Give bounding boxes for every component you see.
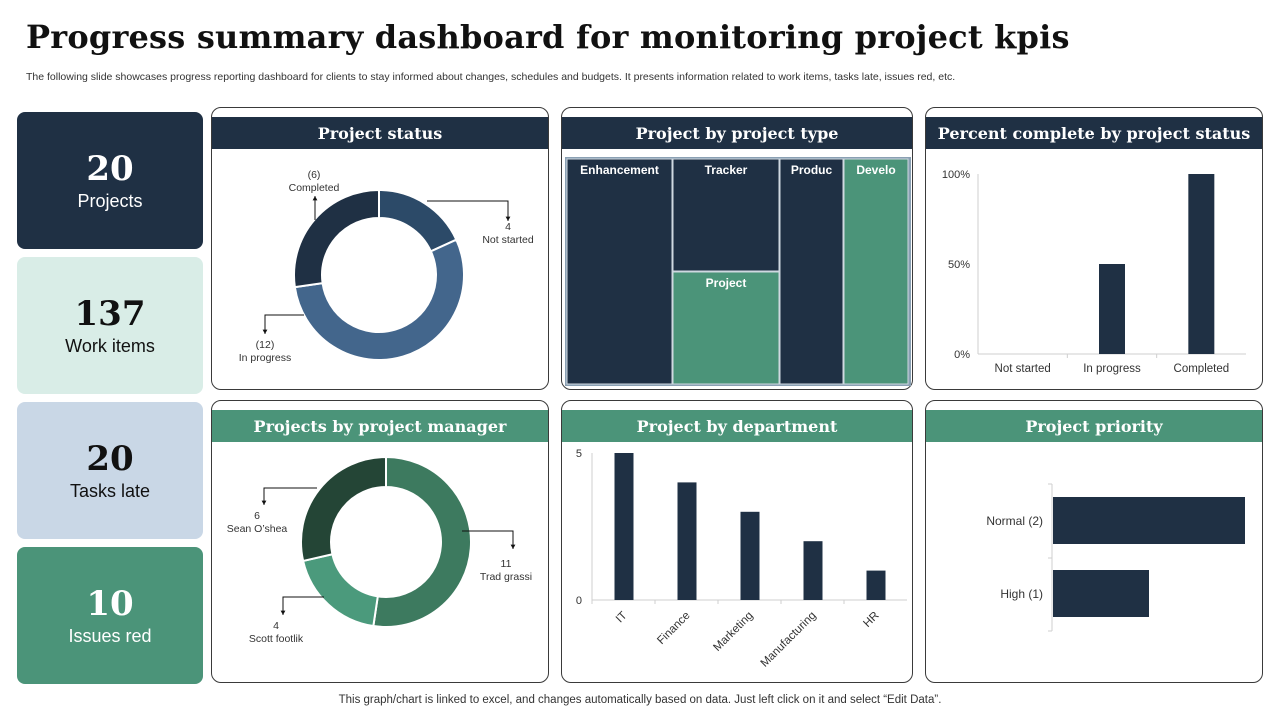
kpi-label: Tasks late <box>69 481 151 501</box>
project-status-panel: Project status (6) Completed 4 Not started(… <box>211 107 549 390</box>
y-tick-label: Normal (2) <box>986 514 1043 528</box>
kpi-projects: 20 Projects <box>17 112 203 249</box>
kpi-tasks-late: 20 Tasks late <box>17 402 203 539</box>
x-tick-label: IT <box>614 610 630 626</box>
treemap-label-2: Project <box>706 276 747 290</box>
bar-3 <box>803 541 823 600</box>
y-tick-label: 50% <box>948 259 970 271</box>
treemap-label-1: Tracker <box>705 163 748 177</box>
scott-label: Scott footlik <box>249 633 304 645</box>
donut-slice-1 <box>301 553 379 628</box>
in-progress-count: (12) <box>256 339 275 351</box>
donut-slice-0 <box>378 188 458 253</box>
y-tick-label: 0% <box>954 349 970 361</box>
kpi-value: 20 <box>86 439 134 479</box>
bar-0 <box>614 453 634 600</box>
sean-label: Sean O’shea <box>227 523 288 535</box>
donut-slice-2 <box>300 455 387 563</box>
kpi-issues-red: 10 Issues red <box>17 547 203 684</box>
donut-slice-2 <box>293 188 380 289</box>
project-type-chart: Enhancement Tracker Project Produc Develo <box>565 157 911 386</box>
x-tick-label: In progress <box>1083 363 1141 375</box>
bar-2 <box>740 511 760 600</box>
completed-leader-head <box>312 196 318 201</box>
x-tick-label: Finance <box>655 610 692 647</box>
treemap-tile-3 <box>779 158 844 385</box>
treemap-label-4: Develo <box>856 163 895 177</box>
kpi-label: Issues red <box>68 626 152 646</box>
bar-1 <box>1099 264 1125 354</box>
donut-slice-0 <box>372 455 472 628</box>
in-progress-label: In progress <box>239 352 292 364</box>
treemap-tile-1 <box>672 158 780 272</box>
project-type-panel: Project by project type Enhancement Track… <box>561 107 913 390</box>
y-tick-label: 0 <box>576 595 582 607</box>
x-tick-label: Not started <box>995 363 1051 375</box>
percent-complete-chart: 0% 50% 100% Not started In progress Completed <box>942 169 1246 375</box>
not-started-leader <box>427 200 509 221</box>
panel-title: Projects by project manager <box>212 410 548 442</box>
priority-panel: Project priority Normal (2) High (1) <box>925 400 1263 683</box>
treemap-tile-0 <box>566 158 673 385</box>
completed-count: (6) <box>308 169 321 181</box>
in-progress-leader-head <box>262 329 268 334</box>
y-tick-label: 100% <box>942 169 970 181</box>
trad-leader <box>462 530 514 549</box>
percent-complete-panel: Percent complete by project status 0% 50%… <box>925 107 1263 390</box>
kpi-label: Projects <box>77 191 143 211</box>
panel-title: Project status <box>212 117 548 149</box>
bar-4 <box>866 570 886 600</box>
y-tick-label: 5 <box>576 448 582 460</box>
panel-title: Project by department <box>562 410 912 442</box>
not-started-leader-head <box>505 216 511 221</box>
kpi-value: 10 <box>86 584 134 624</box>
trad-leader-head <box>510 544 516 549</box>
trad-label: Trad grassi <box>480 571 532 583</box>
x-tick-label: Marketing <box>711 610 755 654</box>
kpi-value: 137 <box>74 294 146 334</box>
bar-1 <box>677 482 697 600</box>
panel-title: Project by project type <box>562 117 912 149</box>
not-started-label: Not started <box>482 234 534 246</box>
panel-title: Percent complete by project status <box>926 117 1262 149</box>
completed-label: Completed <box>289 182 340 194</box>
sean-leader <box>263 487 317 505</box>
project-manager-panel: Projects by project manager 6 Sean O’shea… <box>211 400 549 683</box>
department-panel: Project by department 0 5 IT Finance Marketi… <box>561 400 913 683</box>
treemap-tile-2 <box>672 271 780 385</box>
treemap-label-0: Enhancement <box>580 163 659 177</box>
x-tick-label: Completed <box>1174 363 1230 375</box>
treemap-label-3: Produc <box>791 163 833 177</box>
kpi-value: 20 <box>86 149 134 189</box>
bar-1 <box>1053 570 1149 617</box>
scott-leader <box>282 596 324 615</box>
donut-slice-1 <box>293 238 465 361</box>
kpi-work-items: 137 Work items <box>17 257 203 394</box>
scott-count: 4 <box>273 620 279 632</box>
treemap-tile-4 <box>843 158 909 385</box>
footer-note: This graph/chart is linked to excel, and… <box>338 694 942 706</box>
in-progress-leader <box>264 314 304 334</box>
kpi-label: Work items <box>65 336 155 356</box>
bar-0 <box>1053 497 1245 544</box>
page-title: Progress summary dashboard for monitorin… <box>26 18 1070 56</box>
page-subtitle: The following slide showcases progress r… <box>26 71 956 83</box>
bar-2 <box>1188 174 1215 354</box>
panel-title: Project priority <box>926 410 1262 442</box>
sean-count: 6 <box>254 510 260 522</box>
x-tick-label: Manufacturing <box>759 610 819 670</box>
department-chart: 0 5 IT Finance Marketing Manufacturing HR <box>576 448 907 670</box>
trad-count: 11 <box>501 558 512 570</box>
priority-chart: Normal (2) High (1) <box>986 483 1245 632</box>
x-tick-label: HR <box>861 610 881 630</box>
y-tick-label: High (1) <box>1000 587 1043 601</box>
scott-leader-head <box>280 610 286 615</box>
not-started-count: 4 <box>505 221 511 233</box>
sean-leader-head <box>261 500 267 505</box>
